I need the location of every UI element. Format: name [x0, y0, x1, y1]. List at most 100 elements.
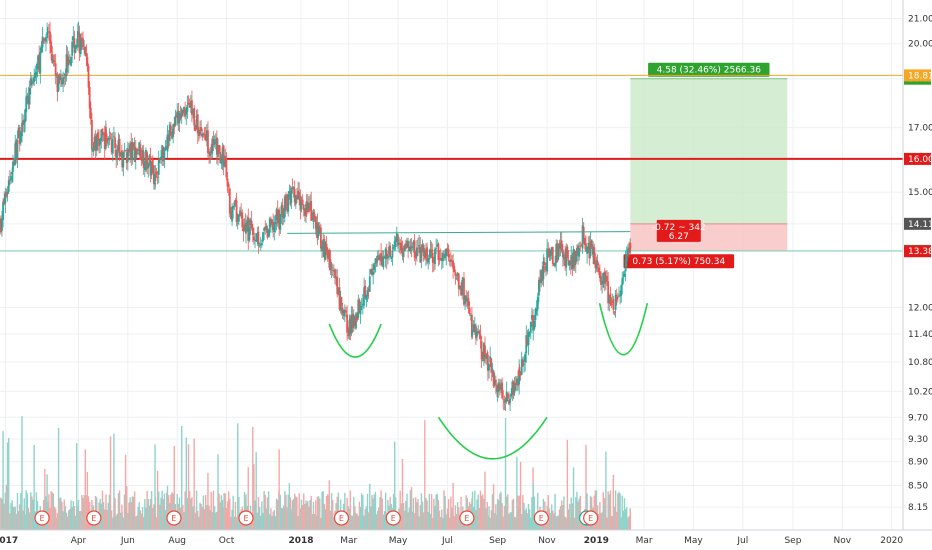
earnings-events[interactable]: EEEEEEEEDE: [34, 510, 599, 526]
candle-body: [614, 294, 617, 310]
candle-body: [248, 226, 251, 241]
neckline: [287, 231, 631, 234]
candle-body: [455, 278, 458, 279]
candle-body: [578, 247, 581, 257]
candle-body: [275, 209, 278, 221]
candle-body: [37, 55, 39, 65]
candle-body: [211, 138, 214, 154]
candle-body: [69, 59, 71, 64]
candle-body: [80, 37, 83, 41]
volume-bar: [503, 505, 506, 530]
volume-bar: [224, 493, 226, 530]
candle-body: [500, 384, 502, 391]
candle-body: [62, 78, 65, 84]
candle-body: [341, 307, 344, 314]
candle-body: [628, 247, 630, 254]
candle-body: [318, 225, 321, 227]
volume-bar: [523, 502, 525, 530]
event-label: E: [391, 514, 396, 523]
candle-body: [171, 131, 173, 139]
volume-bar: [191, 497, 193, 530]
candle-body: [549, 250, 552, 256]
volume-bar: [624, 509, 627, 530]
volume-bar: [507, 494, 509, 530]
candle-body: [273, 224, 276, 232]
event-marker: E: [166, 510, 182, 526]
volume-bar: [235, 517, 238, 530]
candle-body: [510, 393, 513, 397]
candle-body: [257, 231, 260, 245]
time-axis[interactable]: 2017 Apr Jun Aug Oct 2018 Mar May Jul Sep Nov 2019 M…: [0, 529, 932, 550]
candle-body: [188, 103, 191, 108]
candle-body: [620, 284, 623, 296]
volume-bar: [229, 498, 231, 530]
volume-bar: [115, 515, 117, 530]
candle-body: [574, 253, 577, 265]
candle-body: [595, 260, 598, 269]
candle-body: [346, 314, 349, 333]
volume-bar: [585, 444, 587, 530]
candle-body: [489, 356, 492, 363]
volume-bar: [267, 491, 270, 530]
volume-bar: [571, 503, 574, 530]
volume-bar: [604, 498, 606, 530]
volume-bar: [416, 502, 418, 530]
volume-bar: [426, 500, 428, 530]
candle-body: [392, 247, 395, 249]
candle-body: [461, 280, 464, 296]
candle-body: [306, 202, 309, 212]
candle-body: [52, 60, 55, 62]
candle-body: [384, 248, 387, 260]
candle-body: [140, 157, 143, 161]
volume-bar: [623, 498, 626, 530]
candle-body: [214, 139, 217, 142]
volume-bar: [404, 510, 406, 530]
candle-body: [254, 239, 256, 241]
candle-body: [423, 255, 426, 259]
volume-bar: [60, 497, 62, 530]
volume-bar: [613, 506, 616, 530]
candle-body: [141, 150, 144, 162]
volume-bar: [566, 439, 569, 530]
candle-body: [121, 158, 124, 168]
volume-bar: [445, 514, 448, 530]
candle-body: [335, 277, 338, 279]
volume-bar: [201, 507, 203, 530]
price-tick: 9.70: [908, 413, 928, 423]
candle-body: [438, 257, 441, 259]
volume-bar: [379, 497, 381, 530]
candle-body: [445, 248, 448, 256]
volume-bar: [424, 420, 426, 530]
event-label: E: [464, 514, 469, 523]
trend-line[interactable]: [287, 231, 631, 234]
candle-body: [370, 269, 372, 275]
volume-bar: [598, 513, 600, 530]
volume-bar: [547, 495, 549, 530]
candle-body: [305, 201, 308, 215]
candle-body: [73, 38, 76, 53]
candle-body: [431, 252, 434, 263]
price-axis[interactable]: 21.0020.0018.6917.0016.0015.0014.1113.39…: [902, 0, 932, 550]
candle-body: [513, 384, 516, 393]
volume-bar: [297, 515, 299, 530]
candle-body: [563, 254, 565, 260]
volume-bar: [153, 504, 155, 530]
candle-body: [353, 317, 356, 327]
candle-body: [256, 233, 259, 242]
candle-body: [154, 173, 157, 182]
candle-body: [113, 136, 115, 138]
candle-body: [157, 159, 160, 175]
volume-bar: [348, 508, 351, 530]
candle-body: [65, 54, 68, 73]
candle-body: [420, 251, 423, 262]
candle-body: [332, 270, 335, 272]
volume-bar: [415, 497, 417, 530]
pattern-arcs[interactable]: [328, 302, 649, 460]
candle-body: [267, 231, 270, 236]
event-label: E: [91, 514, 96, 523]
volume-bar: [524, 510, 526, 530]
candle-body: [94, 136, 97, 151]
volume-bar: [112, 517, 114, 530]
